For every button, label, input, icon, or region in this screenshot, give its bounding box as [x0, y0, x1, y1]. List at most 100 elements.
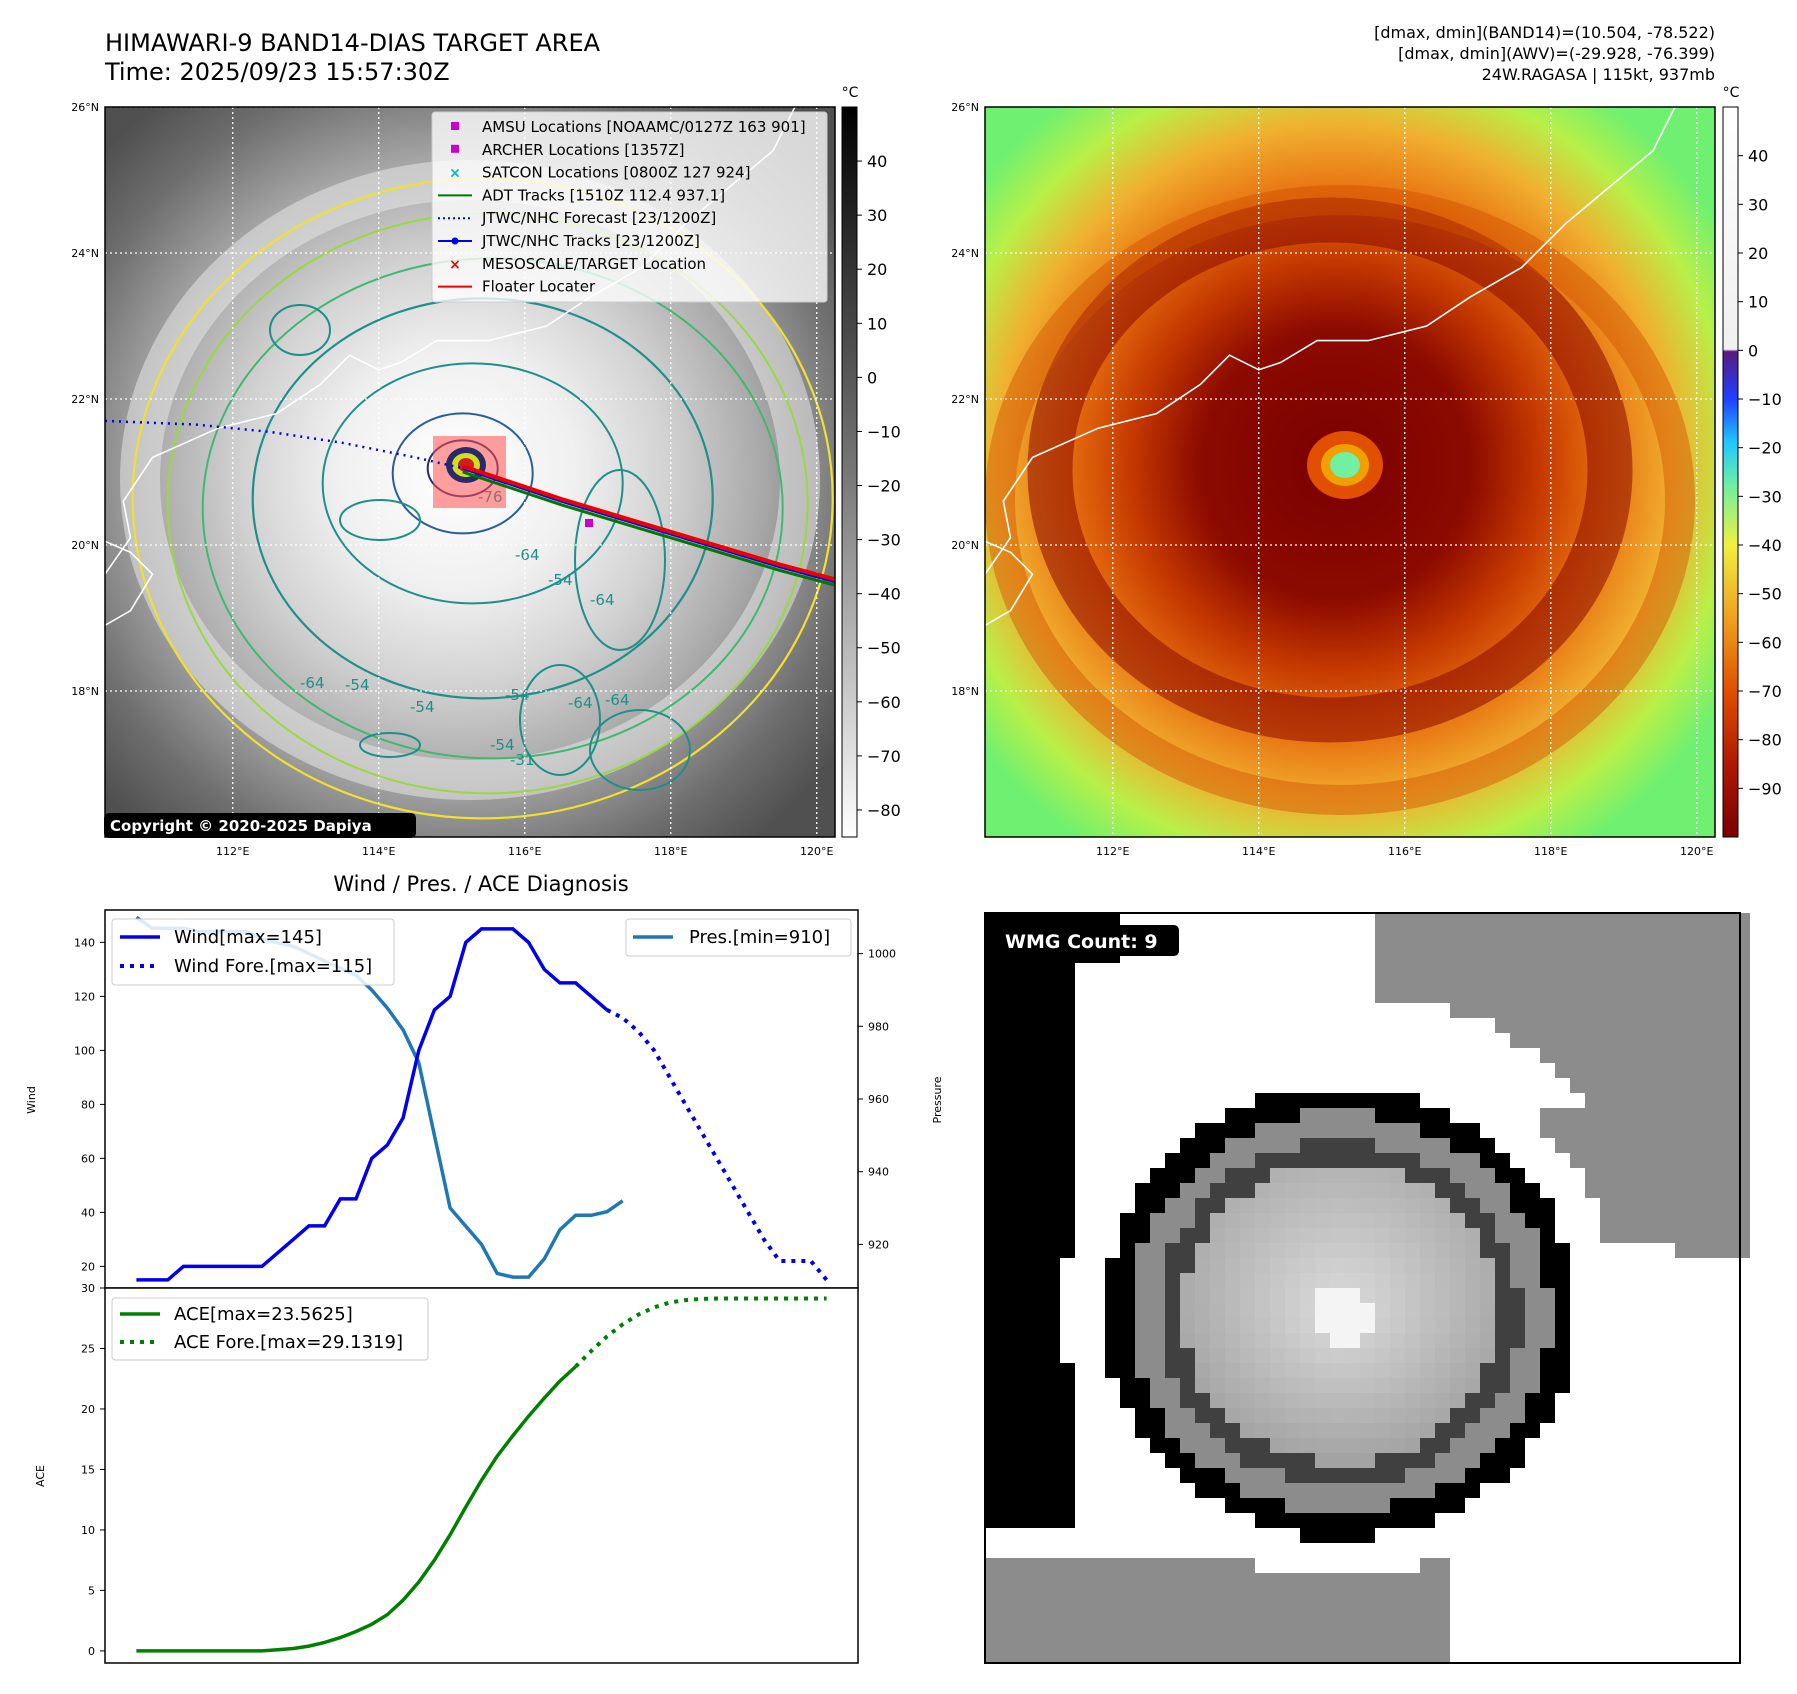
wmg-pixel: [1360, 1348, 1375, 1363]
contour-label: -54: [345, 676, 370, 694]
wmg-pixel: [1405, 958, 1420, 973]
wmg-pixel: [1135, 1318, 1150, 1333]
wmg-pixel: [1390, 1318, 1405, 1333]
wmg-pixel: [1480, 1318, 1495, 1333]
wmg-pixel: [1570, 1063, 1585, 1078]
wmg-pixel: [1135, 1243, 1150, 1258]
wmg-pixel: [1645, 1033, 1660, 1048]
wmg-pixel: [1465, 1273, 1480, 1288]
wmg-pixel: [1390, 1588, 1405, 1603]
wmg-pixel: [1690, 958, 1705, 973]
wmg-pixel: [985, 1483, 1000, 1498]
wmg-pixel: [1555, 943, 1570, 958]
lat-tick-label: 24°N: [71, 247, 99, 260]
wmg-pixel: [1420, 1243, 1435, 1258]
wmg-pixel: [1345, 1228, 1360, 1243]
wmg-pixel: [1705, 1003, 1720, 1018]
wmg-pixel: [1060, 1453, 1075, 1468]
wmg-pixel: [1060, 988, 1075, 1003]
wmg-pixel: [1030, 1318, 1045, 1333]
wmg-pixel: [1120, 1213, 1135, 1228]
wmg-pixel: [1120, 1333, 1135, 1348]
wmg-pixel: [1240, 1273, 1255, 1288]
wmg-pixel: [1120, 1363, 1135, 1378]
wmg-pixel: [1045, 1303, 1060, 1318]
wmg-pixel: [1735, 1093, 1750, 1108]
wmg-pixel: [1735, 973, 1750, 988]
wmg-pixel: [1210, 1288, 1225, 1303]
figure-title-line2: Time: 2025/09/23 15:57:30Z: [104, 58, 450, 86]
wmg-pixel: [1195, 1363, 1210, 1378]
wmg-pixel: [1045, 1648, 1060, 1663]
map1-frame: [104, 106, 836, 838]
wmg-pixel: [1210, 1573, 1225, 1588]
wmg-pixel: [1330, 1273, 1345, 1288]
wmg-pixel: [1705, 1078, 1720, 1093]
wmg-pixel: [1285, 1513, 1300, 1528]
wmg-pixel: [1450, 1393, 1465, 1408]
wmg-pixel: [1735, 1123, 1750, 1138]
legend-pres-label: Pres.[min=910]: [689, 927, 830, 948]
wmg-pixel: [1540, 1003, 1555, 1018]
wmg-pixel: [1060, 1093, 1075, 1108]
wmg-pixel: [1555, 1018, 1570, 1033]
wmg-pixel: [1405, 1228, 1420, 1243]
wmg-pixel: [1000, 1453, 1015, 1468]
wmg-pixel: [1285, 1288, 1300, 1303]
wmg-pixel: [1540, 928, 1555, 943]
wmg-pixel: [1705, 1138, 1720, 1153]
wmg-pixel: [1720, 913, 1735, 928]
colorbar-tick-label: 0: [1748, 341, 1758, 360]
wmg-pixel: [1360, 1453, 1375, 1468]
pressure-tick-label: 960: [868, 1093, 889, 1106]
wmg-pixel: [1390, 1498, 1405, 1513]
wmg-pixel: [1255, 1183, 1270, 1198]
wmg-pixel: [1570, 1153, 1585, 1168]
wmg-pixel: [1030, 1123, 1045, 1138]
wmg-pixel: [1060, 1063, 1075, 1078]
wmg-pixel: [1555, 988, 1570, 1003]
wmg-pixel: [1630, 1063, 1645, 1078]
wmg-pixel: [1345, 1168, 1360, 1183]
wmg-pixel: [1210, 1423, 1225, 1438]
wmg-pixel: [1600, 1063, 1615, 1078]
wmg-pixel: [1210, 1648, 1225, 1663]
contour-label: -64: [515, 546, 540, 564]
contour-label: -64: [605, 691, 630, 709]
wmg-pixel: [1735, 988, 1750, 1003]
wmg-pixel: [1630, 1078, 1645, 1093]
wmg-pixel: [1165, 1213, 1180, 1228]
wmg-pixel: [1585, 1003, 1600, 1018]
wmg-pixel: [1255, 1588, 1270, 1603]
wmg-pixel: [1420, 1333, 1435, 1348]
wmg-pixel: [1630, 1033, 1645, 1048]
wmg-pixel: [1090, 1633, 1105, 1648]
wmg-pixel: [985, 1318, 1000, 1333]
wmg-pixel: [1240, 1378, 1255, 1393]
wmg-pixel: [1495, 1003, 1510, 1018]
legend-ace-label: ACE[max=23.5625]: [174, 1304, 353, 1325]
wmg-pixel: [1465, 1453, 1480, 1468]
wmg-pixel: [1450, 973, 1465, 988]
wmg-pixel: [1555, 1258, 1570, 1273]
wmg-pixel: [1015, 1018, 1030, 1033]
wmg-pixel: [1465, 1258, 1480, 1273]
wmg-pixel: [1000, 1603, 1015, 1618]
wmg-pixel: [1315, 1228, 1330, 1243]
wmg-pixel: [1270, 1153, 1285, 1168]
wmg-pixel: [1255, 1108, 1270, 1123]
wmg-pixel: [1015, 1558, 1030, 1573]
wmg-pixel: [1465, 1153, 1480, 1168]
wmg-pixel: [1180, 1138, 1195, 1153]
wmg-pixel: [1210, 1588, 1225, 1603]
wmg-pixel: [1555, 1138, 1570, 1153]
wmg-pixel: [1210, 1618, 1225, 1633]
wmg-pixel: [1435, 1183, 1450, 1198]
wmg-pixel: [1540, 1363, 1555, 1378]
wmg-pixel: [1210, 1453, 1225, 1468]
wmg-pixel: [1540, 1303, 1555, 1318]
wmg-pixel: [1465, 1288, 1480, 1303]
wmg-pixel: [1405, 1378, 1420, 1393]
wmg-pixel: [1045, 1018, 1060, 1033]
wmg-pixel: [1510, 1318, 1525, 1333]
